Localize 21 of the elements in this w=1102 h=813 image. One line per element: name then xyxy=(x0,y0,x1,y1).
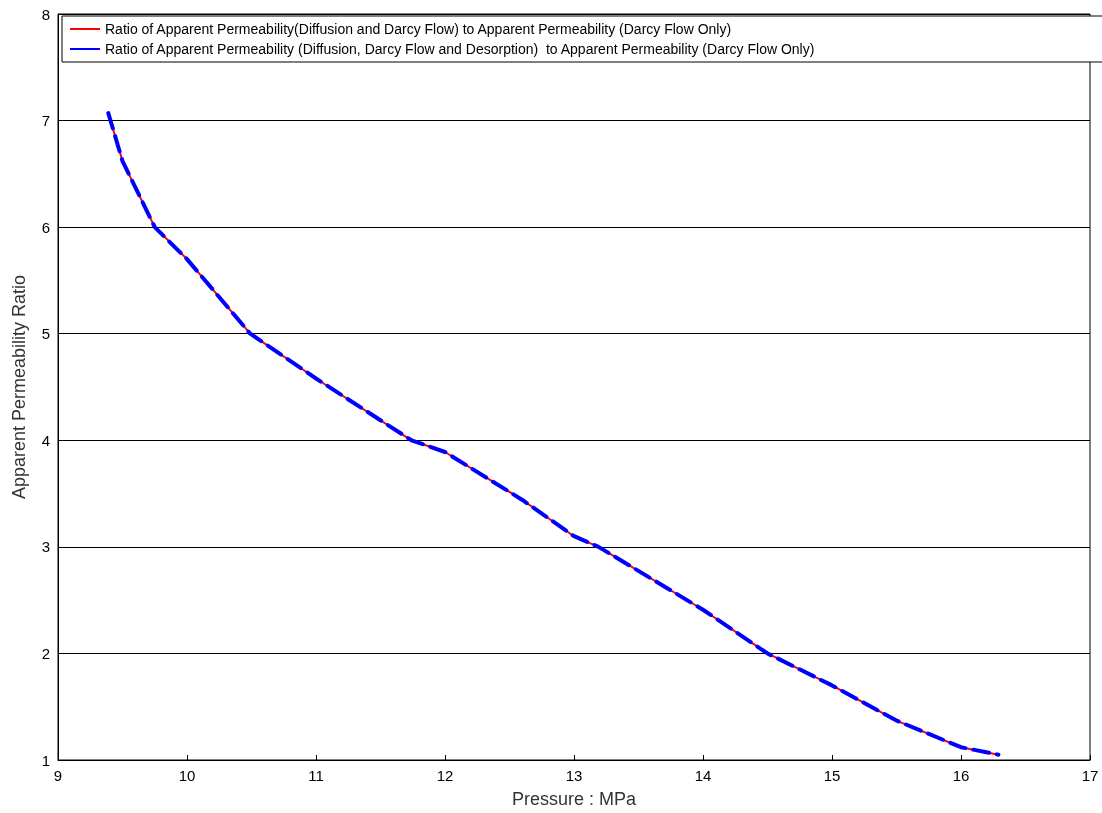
legend-label: Ratio of Apparent Permeability (Diffusion, Darcy Flow and Desorption) to Apparent Permeability (Darcy Flow Only) xyxy=(105,41,815,57)
y-axis-title: Apparent Permeability Ratio xyxy=(9,274,29,500)
x-tick-label: 15 xyxy=(823,767,841,784)
y-tick-label: 7 xyxy=(41,112,50,130)
x-axis-title: Pressure : MPa xyxy=(511,789,638,809)
y-tick-label: 3 xyxy=(41,538,50,556)
x-tick-label: 12 xyxy=(436,767,454,784)
x-tick-label: 11 xyxy=(308,767,324,784)
x-tick-label: 14 xyxy=(694,767,712,784)
y-tick-label: 4 xyxy=(41,431,50,449)
x-tick-label: 17 xyxy=(1081,767,1099,784)
y-tick-label: 1 xyxy=(41,751,50,769)
y-tick-label: 2 xyxy=(41,644,50,662)
y-tick-label: 5 xyxy=(41,325,50,343)
x-tick-label: 16 xyxy=(952,767,970,784)
y-tick-label: 8 xyxy=(41,5,50,23)
x-tick-label: 10 xyxy=(178,767,196,784)
x-tick-label: 13 xyxy=(565,767,583,784)
legend-label: Ratio of Apparent Permeability(Diffusion and Darcy Flow) to Apparent Permeability (Darcy Flow Only) xyxy=(105,21,732,37)
y-tick-label: 6 xyxy=(41,218,50,236)
x-tick-label: 9 xyxy=(53,767,63,784)
